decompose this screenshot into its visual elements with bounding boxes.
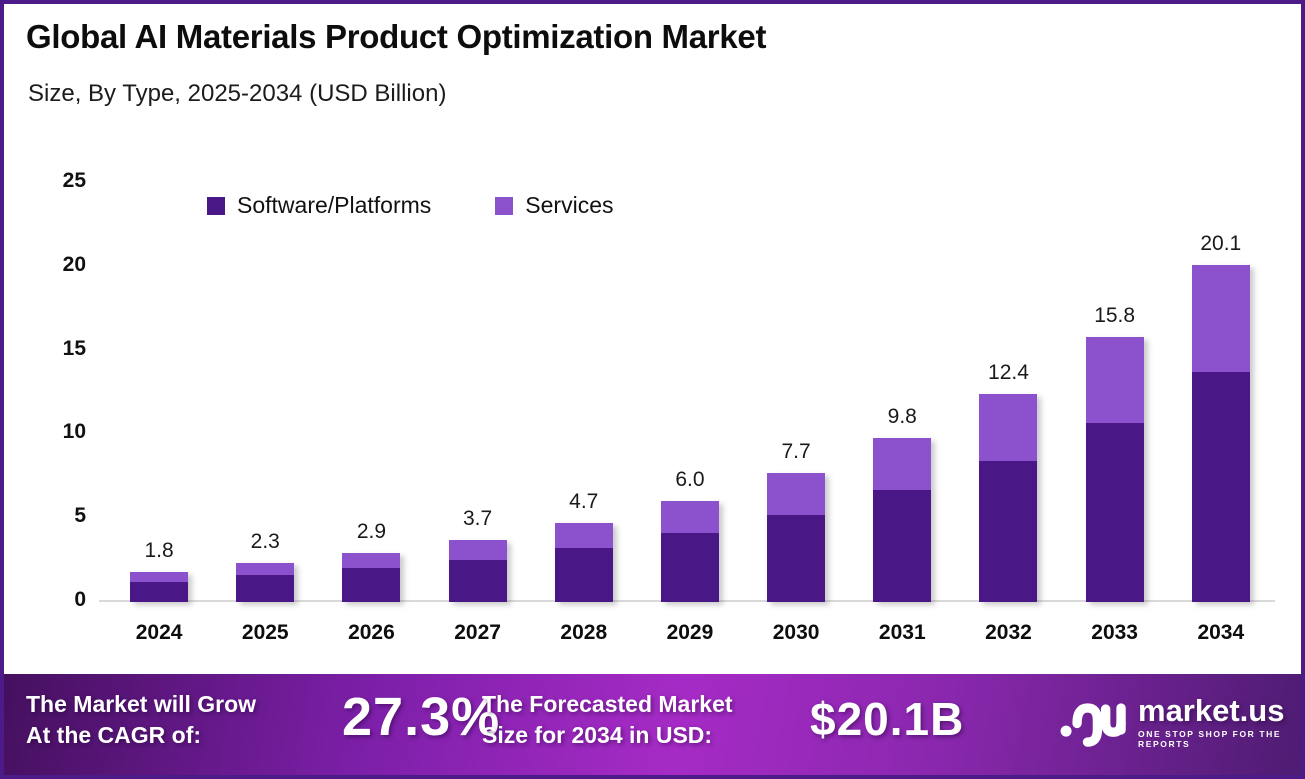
bar-stack (767, 472, 826, 602)
bar-stack (554, 523, 613, 602)
bar-column-2030: 7.7 (743, 181, 849, 602)
bar-segment-software (767, 514, 826, 602)
footer-banner: The Market will Grow At the CAGR of: 27.… (4, 674, 1301, 775)
x-label-2029: 2029 (666, 621, 714, 644)
y-tick-25: 25 (62, 169, 86, 192)
bar-total-label: 7.7 (781, 439, 811, 463)
x-label-2033: 2033 (1091, 621, 1138, 644)
bar-segment-services (660, 501, 719, 534)
bar-stack (1085, 337, 1144, 602)
bar-column-2029: 6.0 (637, 181, 743, 602)
cagr-text: The Market will Grow At the CAGR of: (26, 689, 256, 751)
bar-column-2024: 1.8 (106, 181, 212, 602)
legend-swatch-software (207, 196, 225, 215)
bar-segment-software (1085, 422, 1144, 602)
bar-total-label: 9.8 (887, 404, 917, 428)
chart-legend: Software/Platforms Services (207, 192, 614, 219)
bar-column-2025: 2.3 (212, 181, 318, 602)
bar-segment-services (1085, 337, 1144, 423)
page-title: Global AI Materials Product Optimization… (26, 18, 767, 55)
bar-segment-services (1191, 265, 1250, 373)
forecast-text: The Forecasted Market Size for 2034 in U… (482, 689, 733, 751)
bar-stack (236, 563, 295, 602)
cagr-text-line1: The Market will Grow (26, 691, 257, 717)
x-label-2026: 2026 (348, 621, 395, 644)
bar-segment-software (873, 489, 932, 602)
bar-segment-services (979, 394, 1038, 462)
bar-total-label: 20.1 (1200, 232, 1242, 256)
bar-segment-software (130, 581, 189, 602)
bar-total-label: 1.8 (144, 538, 174, 562)
bar-segment-services (236, 563, 295, 576)
marketus-logo-text: market.us (1138, 693, 1285, 728)
bar-stack (873, 437, 932, 602)
bar-total-label: 3.7 (462, 507, 493, 530)
marketus-logo-tagline: ONE STOP SHOP FOR THE REPORTS (1138, 729, 1282, 749)
bar-stack (448, 540, 507, 602)
bar-segment-software (979, 461, 1038, 602)
x-label-2031: 2031 (878, 621, 926, 644)
bar-stack (1191, 265, 1250, 602)
bar-segment-services (767, 472, 826, 515)
x-label-2027: 2027 (454, 621, 501, 644)
x-label-2032: 2032 (985, 621, 1032, 644)
y-tick-15: 15 (62, 336, 86, 360)
bar-segment-services (130, 571, 189, 582)
forecast-value: $20.1B (810, 693, 965, 745)
bar-stack (342, 553, 401, 602)
bar-total-label: 12.4 (988, 361, 1029, 385)
y-tick-10: 10 (62, 420, 86, 444)
bar-total-label: 2.9 (356, 520, 387, 544)
bar-segment-software (1191, 372, 1250, 602)
bar-segment-services (342, 553, 401, 569)
marketus-logo-icon (1060, 690, 1126, 753)
bar-column-2032: 12.4 (955, 181, 1061, 602)
bar-column-2033: 15.8 (1062, 181, 1168, 602)
x-label-2034: 2034 (1197, 621, 1245, 644)
legend-swatch-services (495, 196, 514, 215)
forecast-text-line1: The Forecasted Market (482, 691, 733, 717)
bar-segment-services (448, 540, 507, 561)
x-label-2024: 2024 (135, 621, 183, 644)
bar-segment-software (342, 568, 401, 602)
y-tick-0: 0 (74, 588, 86, 611)
bar-column-2026: 2.9 (318, 181, 424, 602)
bars-region: 1.8 2.3 2.9 3.7 4.7 6.0 7.7 9.8 12.4 15.8 20.1 (106, 181, 1274, 602)
bar-segment-services (554, 523, 613, 549)
marketus-logo: market.us ONE STOP SHOP FOR THE REPORTS (1060, 690, 1301, 753)
bar-total-label: 15.8 (1094, 304, 1136, 328)
bar-column-2027: 3.7 (425, 181, 531, 602)
bar-total-label: 6.0 (675, 468, 705, 492)
forecast-text-line2: Size for 2034 in USD: (482, 722, 713, 748)
x-label-2025: 2025 (241, 621, 289, 644)
page-subtitle: Size, By Type, 2025-2034 (USD Billion) (28, 80, 447, 107)
bar-segment-software (554, 548, 613, 602)
x-axis-labels: 2024 2025 2026 2027 2028 2029 2030 2031 2032 2033… (106, 621, 1274, 645)
bar-segment-software (236, 575, 295, 602)
bar-column-2034: 20.1 (1168, 181, 1274, 602)
bar-stack (660, 501, 719, 602)
bar-segment-software (660, 533, 719, 602)
bar-column-2028: 4.7 (531, 181, 637, 602)
bar-stack (130, 571, 189, 602)
legend-label-services: Services (525, 192, 614, 218)
marketus-logo-text-wrap: market.us ONE STOP SHOP FOR THE REPORTS (1138, 693, 1301, 750)
bar-segment-services (873, 437, 932, 490)
legend-label-software: Software/Platforms (237, 192, 432, 218)
cagr-value: 27.3% (342, 687, 501, 747)
bar-total-label: 4.7 (569, 490, 599, 514)
bar-column-2031: 9.8 (849, 181, 955, 602)
y-tick-20: 20 (62, 252, 86, 276)
bar-segment-software (448, 560, 507, 602)
bar-total-label: 2.3 (250, 530, 280, 554)
cagr-text-line2: At the CAGR of: (26, 722, 202, 748)
x-label-2028: 2028 (560, 621, 608, 644)
bar-stack (979, 394, 1038, 602)
x-label-2030: 2030 (772, 621, 820, 644)
y-tick-5: 5 (74, 504, 86, 528)
